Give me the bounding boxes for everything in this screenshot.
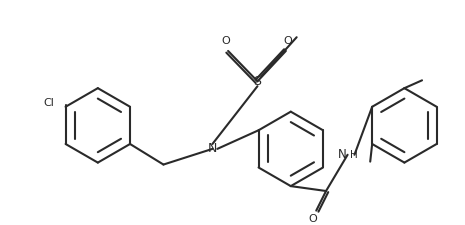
Text: Cl: Cl [43,98,54,108]
Text: H: H [350,150,357,160]
Text: N: N [339,148,347,161]
Text: O: O [284,36,292,46]
Text: N: N [208,142,217,155]
Text: O: O [222,36,231,46]
Text: O: O [308,214,317,223]
Text: S: S [253,75,261,88]
